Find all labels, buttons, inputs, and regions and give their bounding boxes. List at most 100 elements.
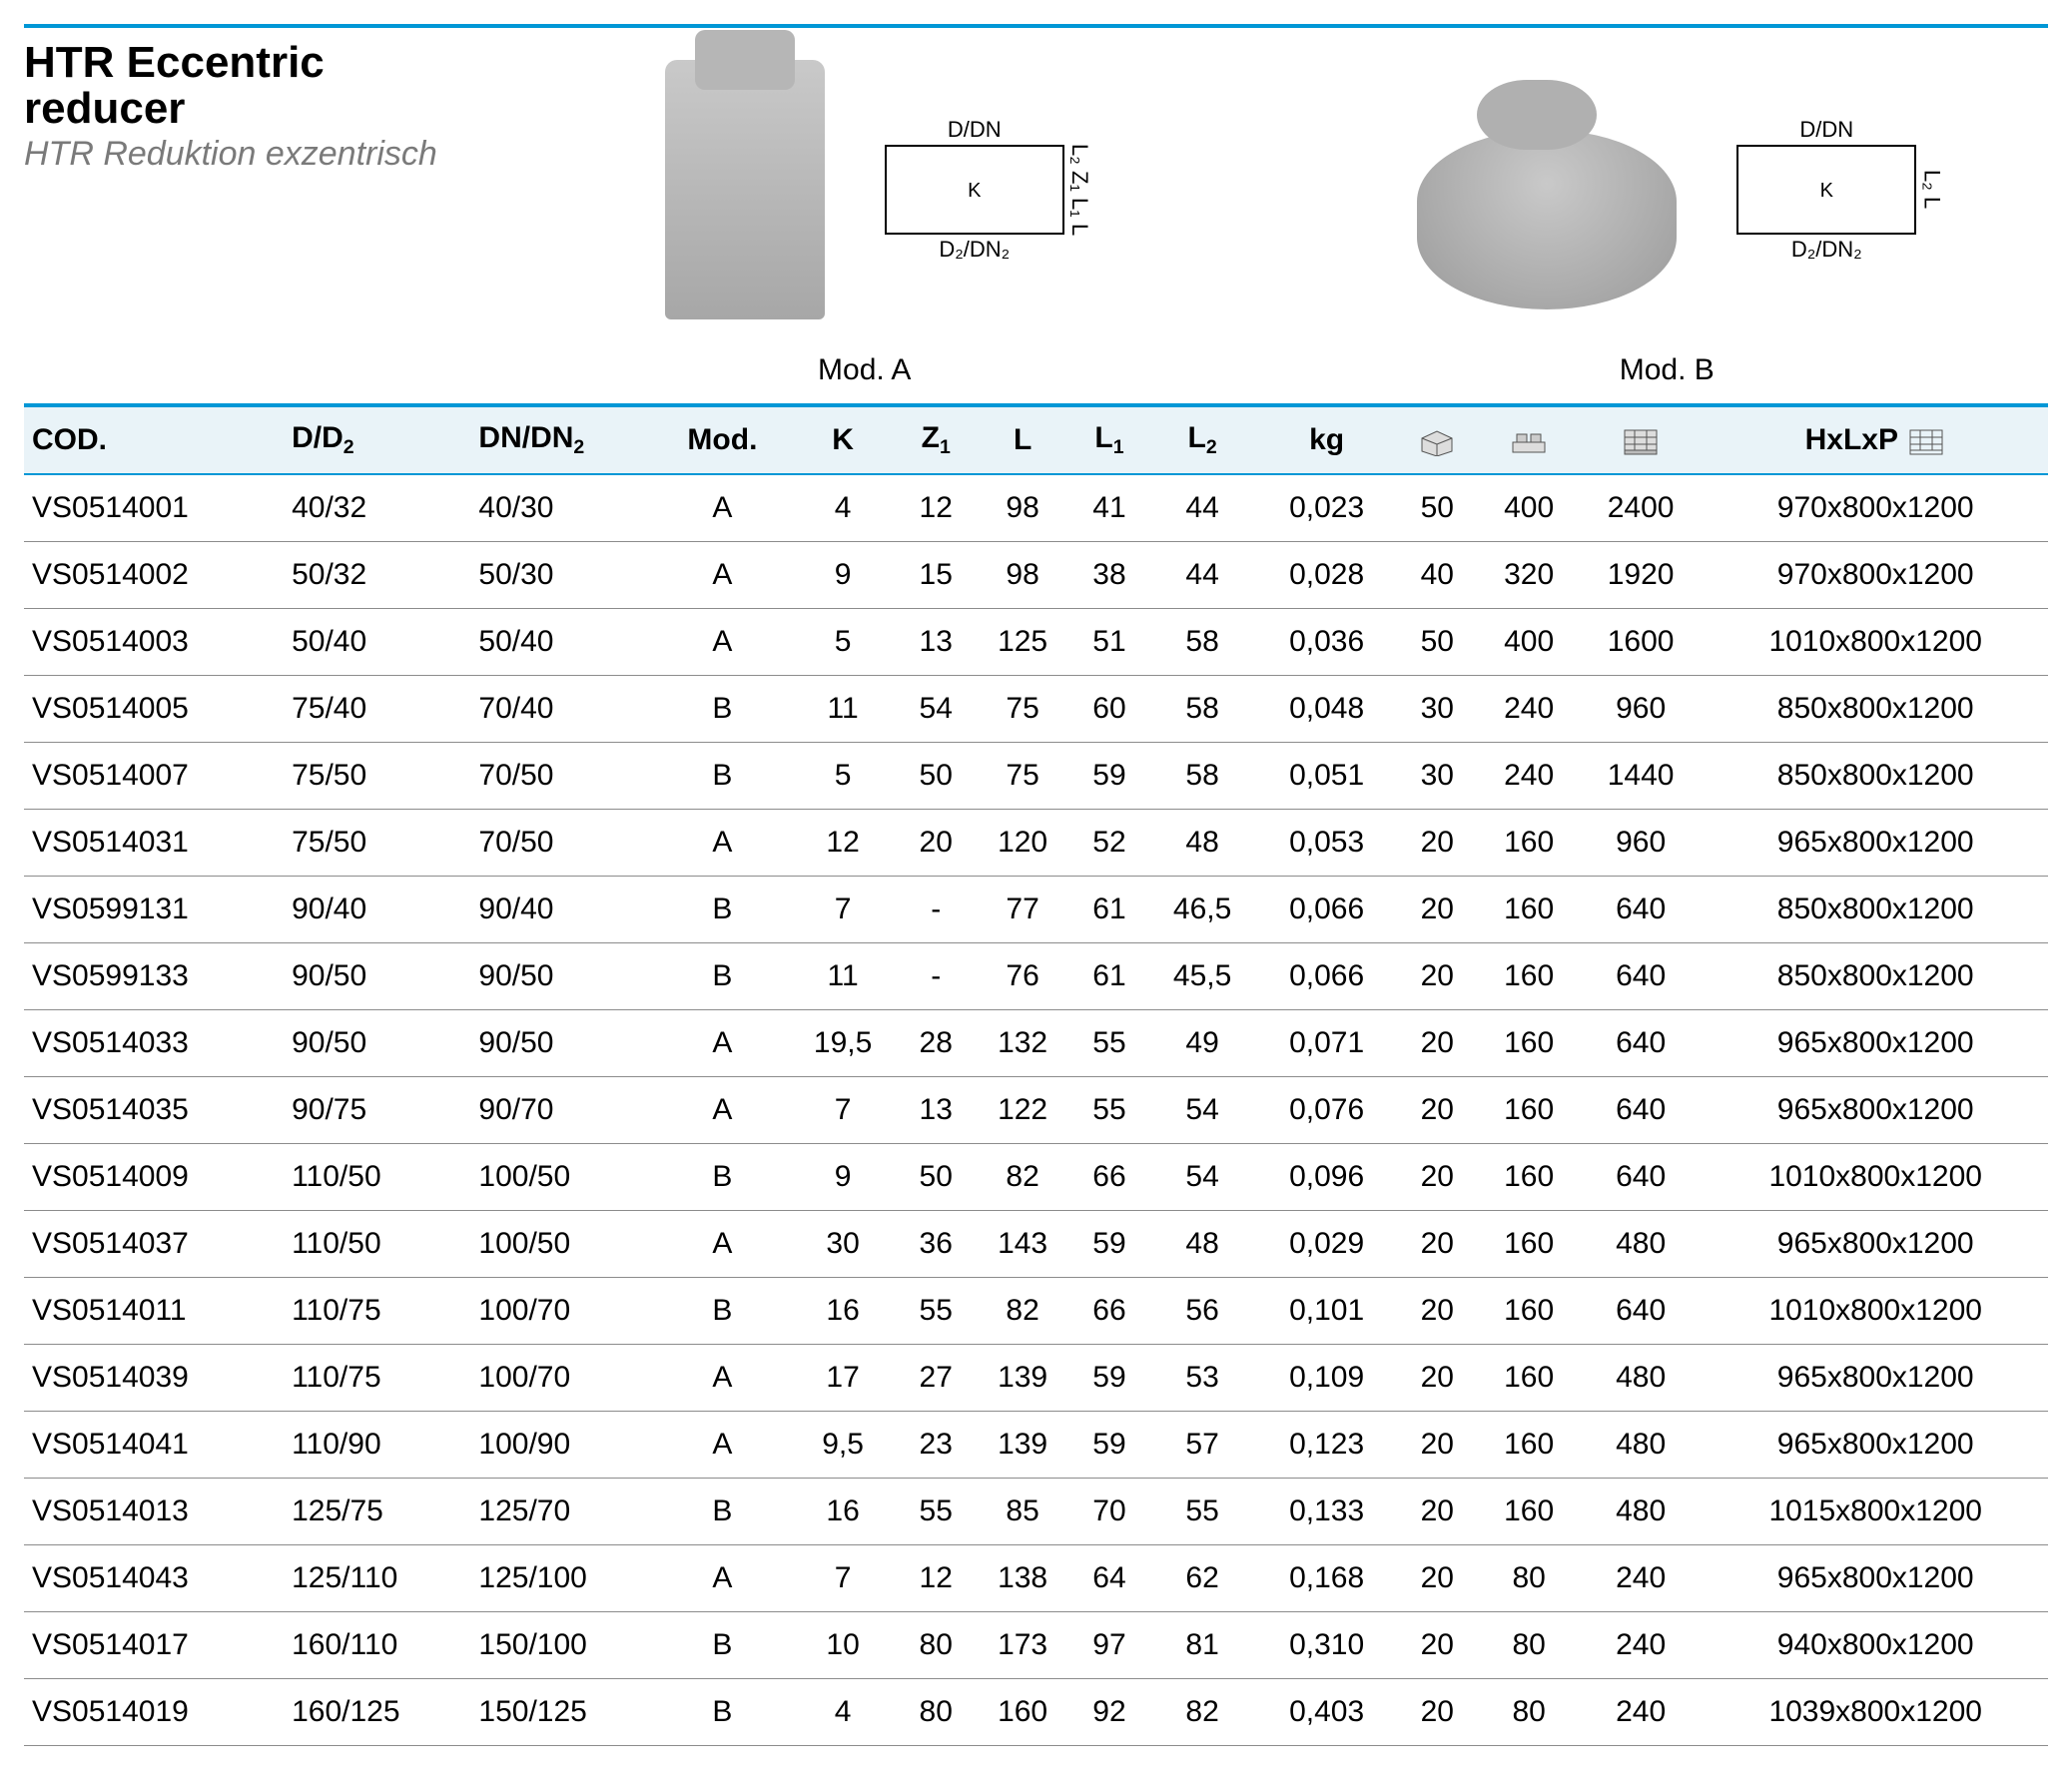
cell: VS0514035 bbox=[24, 1076, 284, 1143]
cell: 70 bbox=[1072, 1478, 1146, 1544]
cell: 132 bbox=[973, 1009, 1071, 1076]
cell: 40/32 bbox=[284, 474, 470, 542]
diagram-b-bottom-label: D₂/DN₂ bbox=[1738, 237, 1914, 263]
table-row: VS051403175/5070/50A122012052480,0532016… bbox=[24, 809, 2048, 876]
cell: 51 bbox=[1072, 608, 1146, 675]
cell: 50/40 bbox=[284, 608, 470, 675]
cell: 480 bbox=[1579, 1478, 1704, 1544]
cell: 17 bbox=[787, 1344, 899, 1411]
cell: 20 bbox=[1395, 1478, 1479, 1544]
cell: 54 bbox=[1146, 1143, 1258, 1210]
cell: 110/75 bbox=[284, 1344, 470, 1411]
cell: 138 bbox=[973, 1544, 1071, 1611]
col-11 bbox=[1479, 405, 1578, 474]
col-13: HxLxP bbox=[1703, 405, 2048, 474]
cell: 90/50 bbox=[470, 1009, 657, 1076]
diagram-a-l1: L₁ bbox=[1066, 198, 1092, 218]
cell: 44 bbox=[1146, 541, 1258, 608]
cell: VS0514003 bbox=[24, 608, 284, 675]
cell: 62 bbox=[1146, 1544, 1258, 1611]
table-row: VS0514039110/75100/70A172713959530,10920… bbox=[24, 1344, 2048, 1411]
cell: 50 bbox=[1395, 474, 1479, 542]
cell: VS0514043 bbox=[24, 1544, 284, 1611]
cell: 110/75 bbox=[284, 1277, 470, 1344]
cell: 110/90 bbox=[284, 1411, 470, 1478]
cell: 70/50 bbox=[470, 809, 657, 876]
col-9: kg bbox=[1258, 405, 1395, 474]
cell: 850x800x1200 bbox=[1703, 942, 2048, 1009]
cell: 23 bbox=[899, 1411, 973, 1478]
diagram-b-l2: L₂ bbox=[1918, 170, 1944, 191]
col-1: D/D2 bbox=[284, 405, 470, 474]
col-8: L2 bbox=[1146, 405, 1258, 474]
model-b-group: D/DN K L₂ L D₂/DN₂ Mod. B bbox=[1286, 40, 2049, 387]
model-b-label: Mod. B bbox=[1620, 353, 1715, 387]
cell: 0,028 bbox=[1258, 541, 1395, 608]
cell: 60 bbox=[1072, 675, 1146, 742]
cell: VS0514031 bbox=[24, 809, 284, 876]
cell: 480 bbox=[1579, 1411, 1704, 1478]
product-photo-b bbox=[1417, 130, 1677, 309]
cell: 98 bbox=[973, 474, 1071, 542]
cell: 7 bbox=[787, 1544, 899, 1611]
cell: 5 bbox=[787, 608, 899, 675]
cell: 0,101 bbox=[1258, 1277, 1395, 1344]
col-3: Mod. bbox=[658, 405, 787, 474]
cell: 50/30 bbox=[470, 541, 657, 608]
cell: 44 bbox=[1146, 474, 1258, 542]
cell: B bbox=[658, 1277, 787, 1344]
diagram-a-bottom-label: D₂/DN₂ bbox=[887, 237, 1062, 263]
cell: 54 bbox=[899, 675, 973, 742]
cell: B bbox=[658, 675, 787, 742]
cell: 160 bbox=[1479, 876, 1578, 942]
col-5: Z1 bbox=[899, 405, 973, 474]
cell: 0,310 bbox=[1258, 1611, 1395, 1678]
cell: 30 bbox=[1395, 675, 1479, 742]
cell: 2400 bbox=[1579, 474, 1704, 542]
top-rule bbox=[24, 24, 2048, 28]
cell: VS0514041 bbox=[24, 1411, 284, 1478]
cell: 56 bbox=[1146, 1277, 1258, 1344]
cell: 80 bbox=[1479, 1544, 1578, 1611]
cell: 7 bbox=[787, 876, 899, 942]
cell: 0,403 bbox=[1258, 1678, 1395, 1745]
col-0: COD. bbox=[24, 405, 284, 474]
cell: 97 bbox=[1072, 1611, 1146, 1678]
cell: 150/125 bbox=[470, 1678, 657, 1745]
cell: 640 bbox=[1579, 1076, 1704, 1143]
cell: B bbox=[658, 1478, 787, 1544]
cell: 76 bbox=[973, 942, 1071, 1009]
diagram-a-l: L bbox=[1066, 224, 1092, 236]
table-row: VS059913390/5090/50B11-766145,50,0662016… bbox=[24, 942, 2048, 1009]
cell: - bbox=[899, 876, 973, 942]
cell: 160 bbox=[1479, 1478, 1578, 1544]
cell: 85 bbox=[973, 1478, 1071, 1544]
cell: 160/110 bbox=[284, 1611, 470, 1678]
cell: B bbox=[658, 1678, 787, 1745]
cell: B bbox=[658, 876, 787, 942]
cell: 160/125 bbox=[284, 1678, 470, 1745]
cell: 240 bbox=[1479, 675, 1578, 742]
cell: 150/100 bbox=[470, 1611, 657, 1678]
cell: 125 bbox=[973, 608, 1071, 675]
cell: 960 bbox=[1579, 675, 1704, 742]
cell: VS0514033 bbox=[24, 1009, 284, 1076]
cell: 16 bbox=[787, 1277, 899, 1344]
cell: 965x800x1200 bbox=[1703, 1210, 2048, 1277]
cell: 70/40 bbox=[470, 675, 657, 742]
cell: 30 bbox=[787, 1210, 899, 1277]
cell: 20 bbox=[1395, 1411, 1479, 1478]
cell: 0,051 bbox=[1258, 742, 1395, 809]
cell: 54 bbox=[1146, 1076, 1258, 1143]
cell: 13 bbox=[899, 1076, 973, 1143]
cell: A bbox=[658, 1210, 787, 1277]
cell: VS0514013 bbox=[24, 1478, 284, 1544]
cell: 80 bbox=[1479, 1611, 1578, 1678]
cell: 0,023 bbox=[1258, 474, 1395, 542]
cell: 11 bbox=[787, 675, 899, 742]
diagram-a-z1: Z₁ bbox=[1066, 171, 1092, 192]
cell: B bbox=[658, 1143, 787, 1210]
cell: 240 bbox=[1479, 742, 1578, 809]
cell: 7 bbox=[787, 1076, 899, 1143]
cell: 640 bbox=[1579, 942, 1704, 1009]
